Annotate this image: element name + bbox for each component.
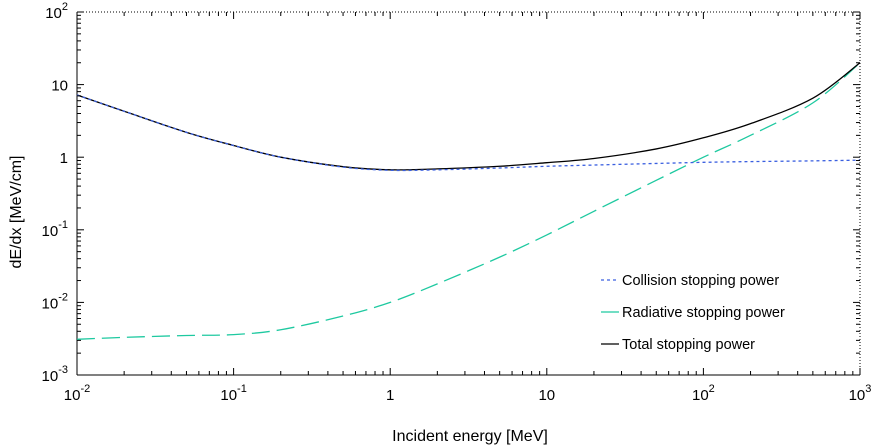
plot-area: [76, 11, 861, 376]
x-tick-label: 1: [386, 387, 394, 404]
y-tick-label: 102: [45, 1, 68, 22]
series-layer: [76, 62, 861, 340]
series-line-collision-stopping-power: [76, 94, 861, 172]
legend-label: Radiative stopping power: [622, 305, 785, 321]
y-tick-label: 10-1: [42, 219, 68, 240]
legend: Collision stopping power Radiative stoppi…: [601, 273, 785, 353]
x-tick-label: 10-2: [64, 383, 90, 404]
legend-label: Collision stopping power: [622, 273, 779, 289]
axis-ticks: [76, 11, 861, 376]
y-tick-label: 10-3: [42, 364, 68, 385]
y-axis-title: dE/dx [MeV/cm]: [8, 156, 25, 269]
y-tick-label: 1: [60, 150, 68, 167]
series-line-radiative-stopping-power: [76, 62, 861, 340]
x-tick-label: 10: [538, 387, 555, 404]
y-tick-label: 10: [51, 78, 68, 95]
y-tick-label: 10-2: [42, 291, 68, 312]
x-tick-label: 102: [692, 383, 715, 404]
legend-label: Total stopping power: [622, 337, 755, 353]
x-tick-label: 103: [849, 383, 872, 404]
series-line-total-stopping-power: [76, 62, 861, 171]
x-axis-title: Incident energy [MeV]: [392, 428, 548, 445]
x-tick-label: 10-1: [220, 383, 246, 404]
